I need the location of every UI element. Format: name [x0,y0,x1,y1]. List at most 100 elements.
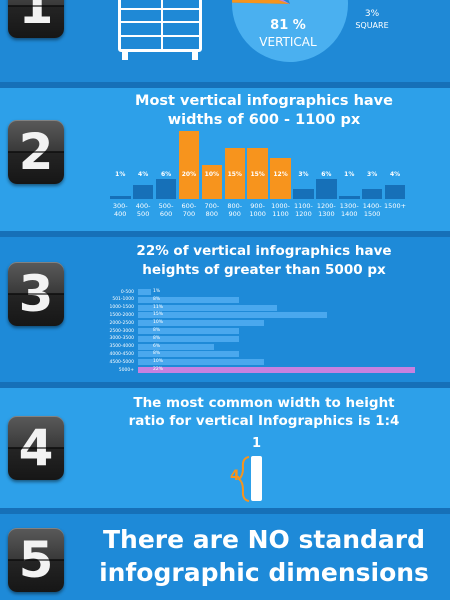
height-bar-label: 11% [153,304,164,310]
width-bar [224,148,245,199]
width-bar [178,131,200,199]
section-divider [0,82,450,88]
width-bar-label: 3% [367,171,378,178]
height-category-label: 1500-2000 [109,312,134,318]
height-bar-label: 15% [153,312,164,318]
width-bar [293,188,314,199]
grid-icon-feet [122,52,198,60]
width-bar-label: 1% [344,171,355,178]
width-bar-label: 15% [250,171,265,178]
ratio-width-label: 1 [252,436,262,451]
section-vertical-share: 1 81 % VERTICAL 3% SQUARE [0,0,450,82]
height-bar [138,304,277,311]
width-bar-label: 4% [389,171,401,178]
no-standard-line-2: infographic dimensions [99,558,429,587]
vertical-percent: 81 % [270,18,306,33]
width-bar [155,178,177,199]
ratio-rectangle [251,456,262,501]
height-bar-label: 22% [153,367,164,372]
height-bar-label: 8% [153,328,161,333]
height-bar-label: 8% [153,351,161,357]
height-bar [138,328,239,334]
heights-heading-line-1: 22% of vertical infographics have [136,243,392,259]
pie-slices [232,0,348,62]
heights-heading: 22% of vertical infographics have height… [78,242,450,280]
width-bar-label: 20% [181,171,197,178]
square-label: SQUARE [355,21,389,30]
height-category-label: 4500-5000 [109,359,134,365]
height-category-label: 4000-4500 [109,351,134,357]
height-bar [138,359,264,366]
section-heights: 3 22% of vertical infographics have heig… [0,237,450,382]
width-bar-label: 6% [321,171,332,178]
ratio-heading-line-2: ratio for vertical Infographics is 1:4 [128,413,400,429]
width-bar [270,158,291,199]
step-number-badge: 4 [8,416,64,480]
step-number-badge: 1 [8,0,64,38]
ratio-brace-icon [238,456,250,502]
ratio-height-label: 4 [230,468,240,484]
vertical-label: VERTICAL [259,35,317,49]
pie-slice-other [232,0,290,4]
width-bar-label: 4% [138,171,149,178]
format-pie-chart [232,0,348,62]
height-bar-label: 1% [153,289,161,294]
height-bar-label: 6% [153,343,161,349]
width-bar-label: 3% [298,171,309,178]
height-bar-label: 8% [153,335,161,341]
width-tick-label: 900- 1000 [249,202,266,218]
height-category-label: 0-500 [120,289,134,295]
height-category-label: 1000-1500 [109,305,134,311]
height-category-label: 3000-3500 [109,336,134,342]
step-number-badge: 3 [8,262,64,326]
width-tick-label: 1400- 1500 [362,202,382,218]
grid-layout-icon [118,0,202,52]
width-bar-label: 12% [273,171,288,178]
width-bar-label: 6% [160,171,172,178]
no-standard-line-1: There are NO standard [102,525,426,554]
section-divider [0,382,450,388]
height-bar-label: 8% [153,296,161,302]
pie-slice-square [278,0,290,4]
width-bar [339,195,360,199]
height-category-label: 2000-2500 [109,320,134,326]
width-bar [316,178,337,199]
height-category-label: 3500-4000 [109,344,134,350]
height-bar [138,320,264,327]
width-bar-label: 15% [227,171,242,178]
width-tick-label: 800- 900 [227,202,243,218]
height-bar [138,367,416,373]
heights-heading-line-2: heights of greater than 5000 px [142,262,386,278]
width-tick-label: 700- 800 [204,202,220,218]
height-category-label: 2500-3000 [109,328,134,334]
ratio-heading: The most common width to height ratio fo… [78,394,450,430]
width-tick-label: 1000- 1100 [271,202,290,218]
width-tick-label: 1500+ [384,202,407,210]
height-category-label: 501-1000 [112,297,134,303]
width-tick-label: 500- 600 [158,202,174,218]
height-bar [138,351,239,358]
height-bar [138,343,214,350]
square-percent: 3% [364,9,380,19]
step-number-badge: 5 [8,528,64,592]
width-bar [110,195,131,199]
width-bar [132,185,154,199]
height-category-label: 5000+ [118,367,134,373]
width-bar-label: 1% [115,171,126,178]
no-standard-heading: There are NO standard infographic dimens… [78,523,450,589]
section-widths: 2 Most vertical infographics have widths… [0,88,450,231]
width-tick-label: 400- 500 [135,202,151,218]
step-number-badge: 2 [8,120,64,184]
height-bar-label: 10% [153,320,164,326]
width-tick-label: 300- 400 [112,202,128,218]
height-bar [138,335,239,342]
height-bar-label: 10% [153,359,164,365]
height-bar [138,289,151,295]
section-divider [0,231,450,237]
width-tick-label: 1200- 1300 [316,202,336,218]
width-bar-label: 10% [204,171,220,178]
width-bar [201,165,223,199]
width-bar [384,185,406,199]
ratio-heading-line-1: The most common width to height [133,395,395,411]
section-ratio: 4 The most common width to height ratio … [0,388,450,508]
